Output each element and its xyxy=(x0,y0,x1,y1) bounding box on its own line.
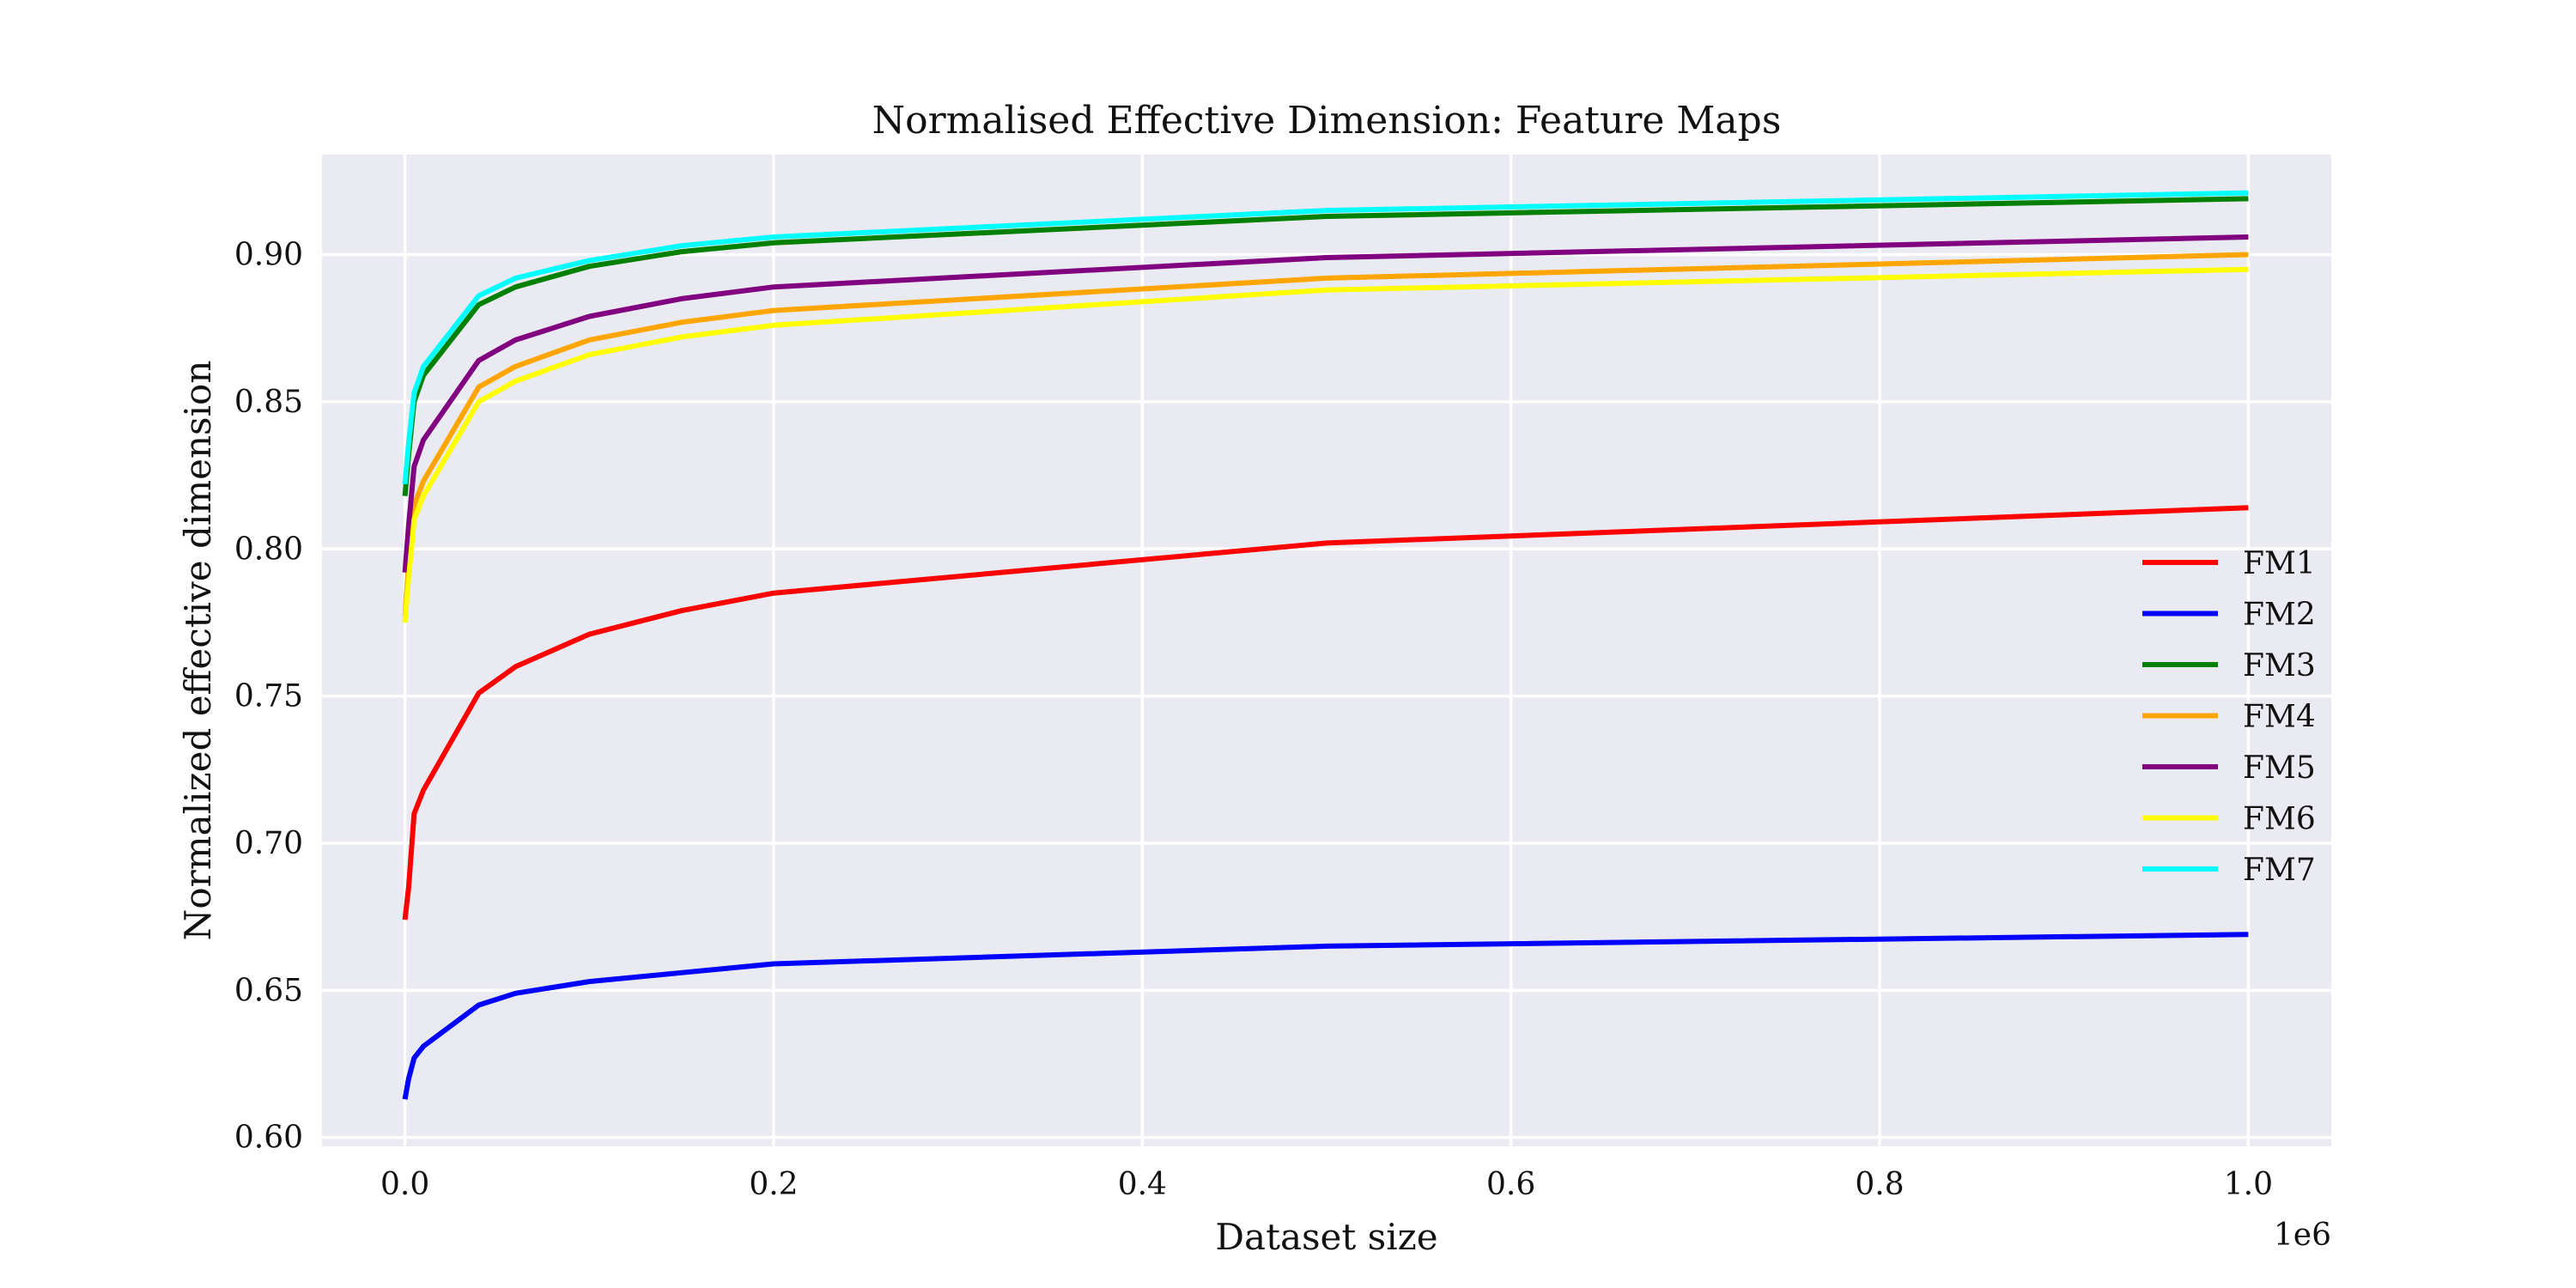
series-lines xyxy=(402,190,2249,1100)
series-line-fm2 xyxy=(402,932,2249,1100)
x-tick-label: 0.8 xyxy=(1855,1167,1904,1202)
y-tick-label: 0.65 xyxy=(234,973,303,1008)
legend-label-fm1: FM1 xyxy=(2243,546,2316,581)
legend-label-fm4: FM4 xyxy=(2243,700,2316,735)
chart-title: Normalised Effective Dimension: Feature … xyxy=(872,99,1782,143)
x-axis-offset-label: 1e6 xyxy=(2274,1218,2331,1253)
legend-label-fm5: FM5 xyxy=(2243,750,2316,786)
y-axis-label: Normalized effective dimension xyxy=(177,361,219,941)
legend-label-fm2: FM2 xyxy=(2243,598,2316,633)
y-axis-ticks: 0.60 0.65 0.70 0.75 0.80 0.85 0.90 xyxy=(234,238,303,1156)
legend-label-fm7: FM7 xyxy=(2243,853,2316,888)
legend: FM1 FM2 FM3 FM4 FM5 FM6 FM7 xyxy=(2142,546,2316,888)
x-tick-label: 0.6 xyxy=(1486,1167,1535,1202)
series-line-fm7 xyxy=(402,190,2249,485)
legend-label-fm3: FM3 xyxy=(2243,648,2316,683)
x-tick-label: 0.2 xyxy=(749,1167,798,1202)
series-line-fm6 xyxy=(402,266,2249,623)
grid xyxy=(322,155,2331,1146)
series-line-fm5 xyxy=(402,234,2249,573)
x-axis-ticks: 0.0 0.2 0.4 0.6 0.8 1.0 xyxy=(380,1167,2273,1202)
x-tick-label: 0.4 xyxy=(1118,1167,1167,1202)
y-tick-label: 0.75 xyxy=(234,679,303,714)
y-tick-label: 0.70 xyxy=(234,826,303,861)
legend-label-fm6: FM6 xyxy=(2243,802,2316,837)
x-tick-label: 0.0 xyxy=(380,1167,429,1202)
plot-area xyxy=(322,155,2331,1146)
series-line-fm1 xyxy=(402,505,2249,920)
y-tick-label: 0.90 xyxy=(234,238,303,273)
x-tick-label: 1.0 xyxy=(2224,1167,2273,1202)
y-tick-label: 0.60 xyxy=(234,1121,303,1156)
y-tick-label: 0.80 xyxy=(234,532,303,567)
y-tick-label: 0.85 xyxy=(234,385,303,420)
x-axis-label: Dataset size xyxy=(1215,1216,1437,1258)
